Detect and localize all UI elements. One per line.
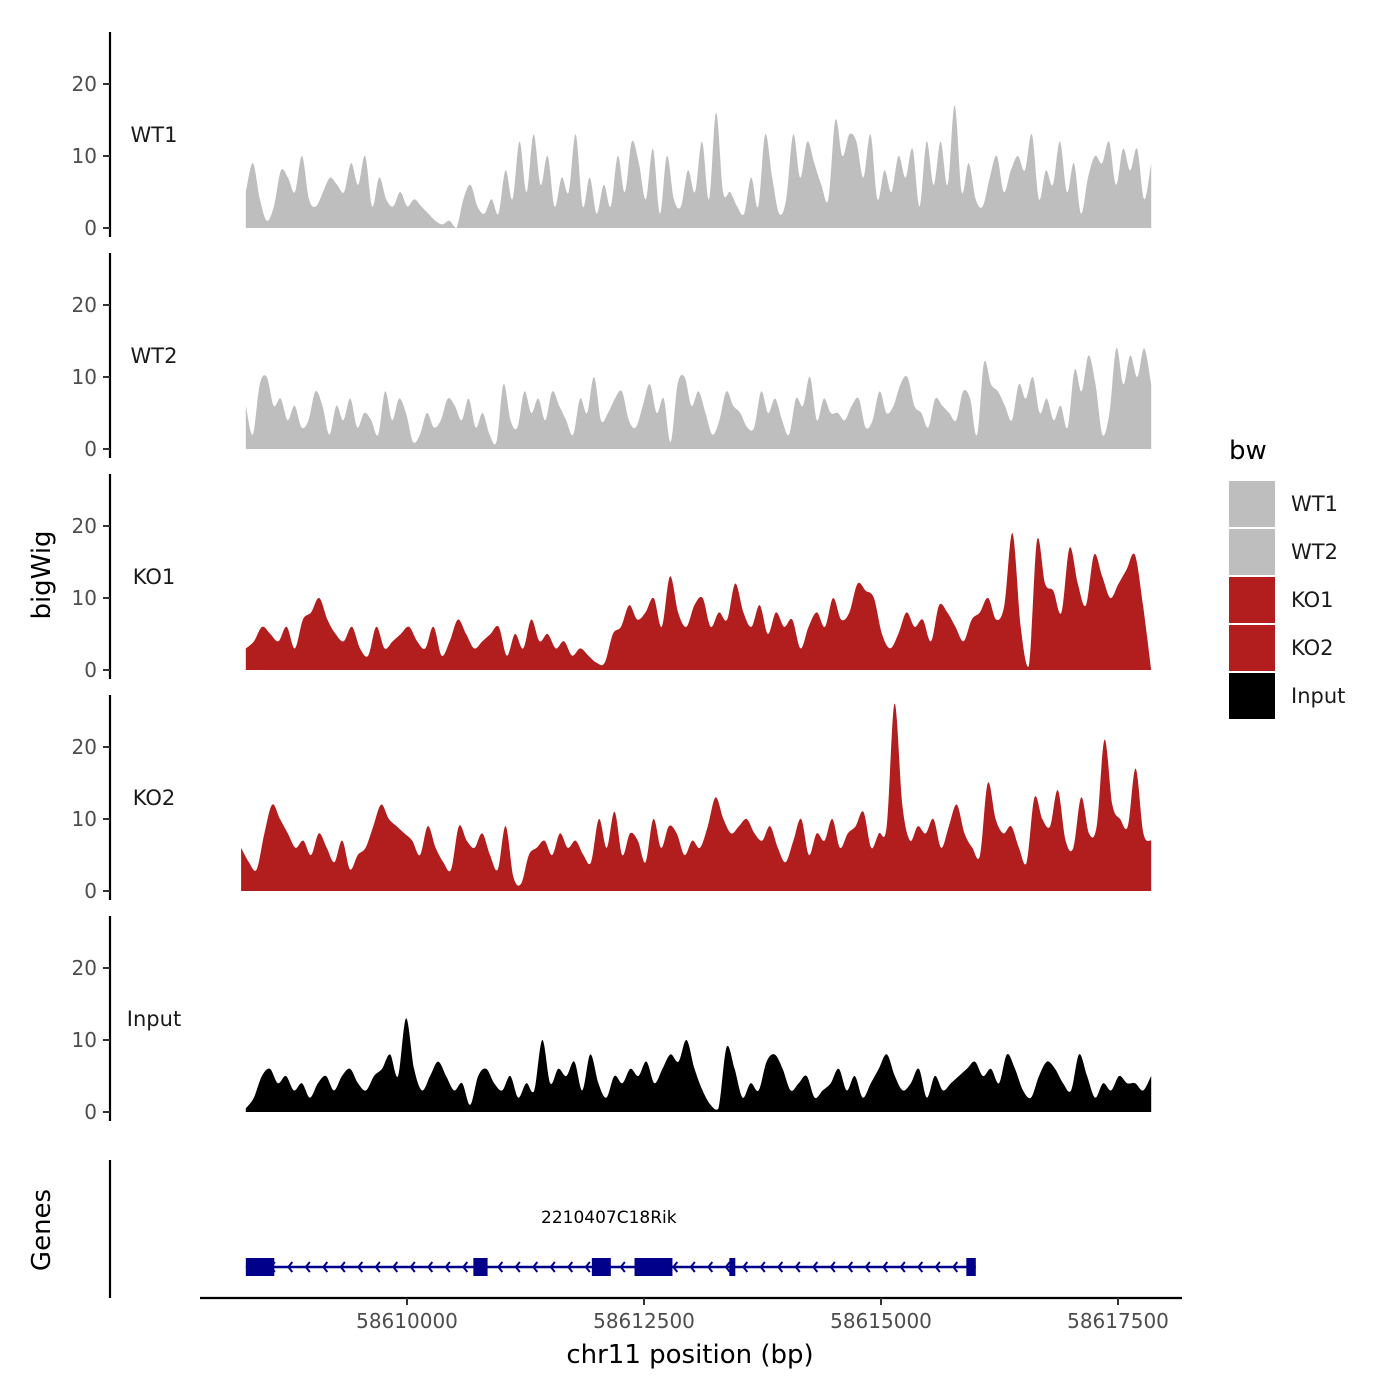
x-axis: chr11 position (bp) 58610000 58612500 5861… — [200, 1296, 1182, 1370]
tracks-layer: 0 10 20 WT1 0 10 20 WT2 0 10 20 KO1 0 10 20 KO2 0 10 20 Inp… — [72, 32, 1152, 1124]
strand-arrow — [829, 1261, 836, 1273]
strand-arrow — [392, 1261, 399, 1273]
y-tick-label: 0 — [84, 879, 97, 903]
strand-arrow — [549, 1261, 556, 1273]
legend-swatch-input — [1229, 673, 1275, 719]
x-tick-label: 58612500 — [593, 1309, 695, 1333]
strand-arrow — [427, 1261, 434, 1273]
strand-arrow — [759, 1261, 766, 1273]
strand-arrow — [777, 1261, 784, 1273]
strand-arrow — [532, 1261, 539, 1273]
strand-arrow — [812, 1261, 819, 1273]
strand-arrow — [462, 1261, 469, 1273]
legend-swatch-wt1 — [1229, 481, 1275, 527]
track-label: Input — [127, 1007, 181, 1031]
strand-arrow — [374, 1261, 381, 1273]
area-wt1 — [245, 105, 1152, 228]
strand-arrow — [322, 1261, 329, 1273]
track-ko1: 0 10 20 KO1 — [72, 474, 1152, 682]
strand-arrow — [672, 1261, 679, 1273]
track-label: KO2 — [133, 786, 176, 810]
strand-arrow — [742, 1261, 749, 1273]
gene-2210407C18Rik: 2210407C18Rik — [245, 1208, 976, 1276]
strand-arrow — [917, 1261, 924, 1273]
legend-swatch-ko1 — [1229, 577, 1275, 623]
track-label: WT1 — [131, 123, 178, 147]
legend: bw WT1 WT2 KO1 KO2 Input — [1229, 436, 1345, 719]
area-input — [245, 1018, 1152, 1112]
track-input: 0 10 20 Input — [72, 916, 1152, 1124]
x-tick-label: 58617500 — [1067, 1309, 1169, 1333]
exon — [634, 1258, 673, 1276]
area-ko1 — [245, 533, 1152, 670]
strand-arrow — [934, 1261, 941, 1273]
legend-label-input: Input — [1291, 684, 1345, 708]
y-tick-label: 10 — [72, 365, 97, 389]
exon — [245, 1258, 275, 1276]
strand-arrow — [724, 1261, 731, 1273]
track-ko2: 0 10 20 KO2 — [72, 695, 1152, 903]
exon — [473, 1258, 488, 1276]
y-tick-label: 20 — [72, 956, 97, 980]
legend-label-ko2: KO2 — [1291, 636, 1334, 660]
gene-name-label: 2210407C18Rik — [541, 1208, 677, 1228]
genes-panel-title: Genes — [27, 1189, 57, 1271]
strand-arrow — [619, 1261, 626, 1273]
genes-panel: Genes 2210407C18Rik — [27, 1160, 976, 1298]
y-tick-label: 20 — [72, 72, 97, 96]
track-wt2: 0 10 20 WT2 — [72, 253, 1152, 461]
strand-arrow — [409, 1261, 416, 1273]
x-axis-title: chr11 position (bp) — [566, 1340, 813, 1370]
strand-arrow — [444, 1261, 451, 1273]
strand-arrow — [497, 1261, 504, 1273]
legend-label-wt1: WT1 — [1291, 492, 1338, 516]
strand-arrow — [357, 1261, 364, 1273]
y-tick-label: 20 — [72, 514, 97, 538]
legend-label-wt2: WT2 — [1291, 540, 1338, 564]
y-tick-label: 20 — [72, 735, 97, 759]
legend-label-ko1: KO1 — [1291, 588, 1334, 612]
legend-title: bw — [1229, 436, 1267, 466]
strand-arrow — [514, 1261, 521, 1273]
legend-swatch-wt2 — [1229, 529, 1275, 575]
x-tick-label: 58610000 — [356, 1309, 458, 1333]
strand-arrow — [584, 1261, 591, 1273]
y-tick-label: 0 — [84, 216, 97, 240]
strand-arrow — [707, 1261, 714, 1273]
strand-arrow — [304, 1261, 311, 1273]
strand-arrow — [882, 1261, 889, 1273]
exon — [966, 1258, 976, 1276]
area-wt2 — [245, 347, 1152, 449]
y-tick-label: 10 — [72, 144, 97, 168]
y-tick-label: 10 — [72, 586, 97, 610]
strand-arrow — [339, 1261, 346, 1273]
area-ko2 — [241, 703, 1152, 891]
y-tick-label: 0 — [84, 437, 97, 461]
track-wt1: 0 10 20 WT1 — [72, 32, 1152, 240]
y-tick-label: 0 — [84, 1100, 97, 1124]
track-label: WT2 — [131, 344, 178, 368]
y-axis-title: bigWig — [27, 530, 57, 619]
strand-arrow — [689, 1261, 696, 1273]
strand-arrow — [287, 1261, 294, 1273]
x-tick-label: 58615000 — [830, 1309, 932, 1333]
y-tick-label: 10 — [72, 807, 97, 831]
strand-arrow — [899, 1261, 906, 1273]
strand-arrow — [794, 1261, 801, 1273]
y-tick-label: 20 — [72, 293, 97, 317]
legend-swatch-ko2 — [1229, 625, 1275, 671]
strand-arrow — [952, 1261, 959, 1273]
strand-arrow — [864, 1261, 871, 1273]
y-tick-label: 10 — [72, 1028, 97, 1052]
exon — [729, 1258, 736, 1276]
track-label: KO1 — [133, 565, 176, 589]
y-tick-label: 0 — [84, 658, 97, 682]
strand-arrow — [847, 1261, 854, 1273]
strand-arrow — [567, 1261, 574, 1273]
exon — [591, 1258, 611, 1276]
